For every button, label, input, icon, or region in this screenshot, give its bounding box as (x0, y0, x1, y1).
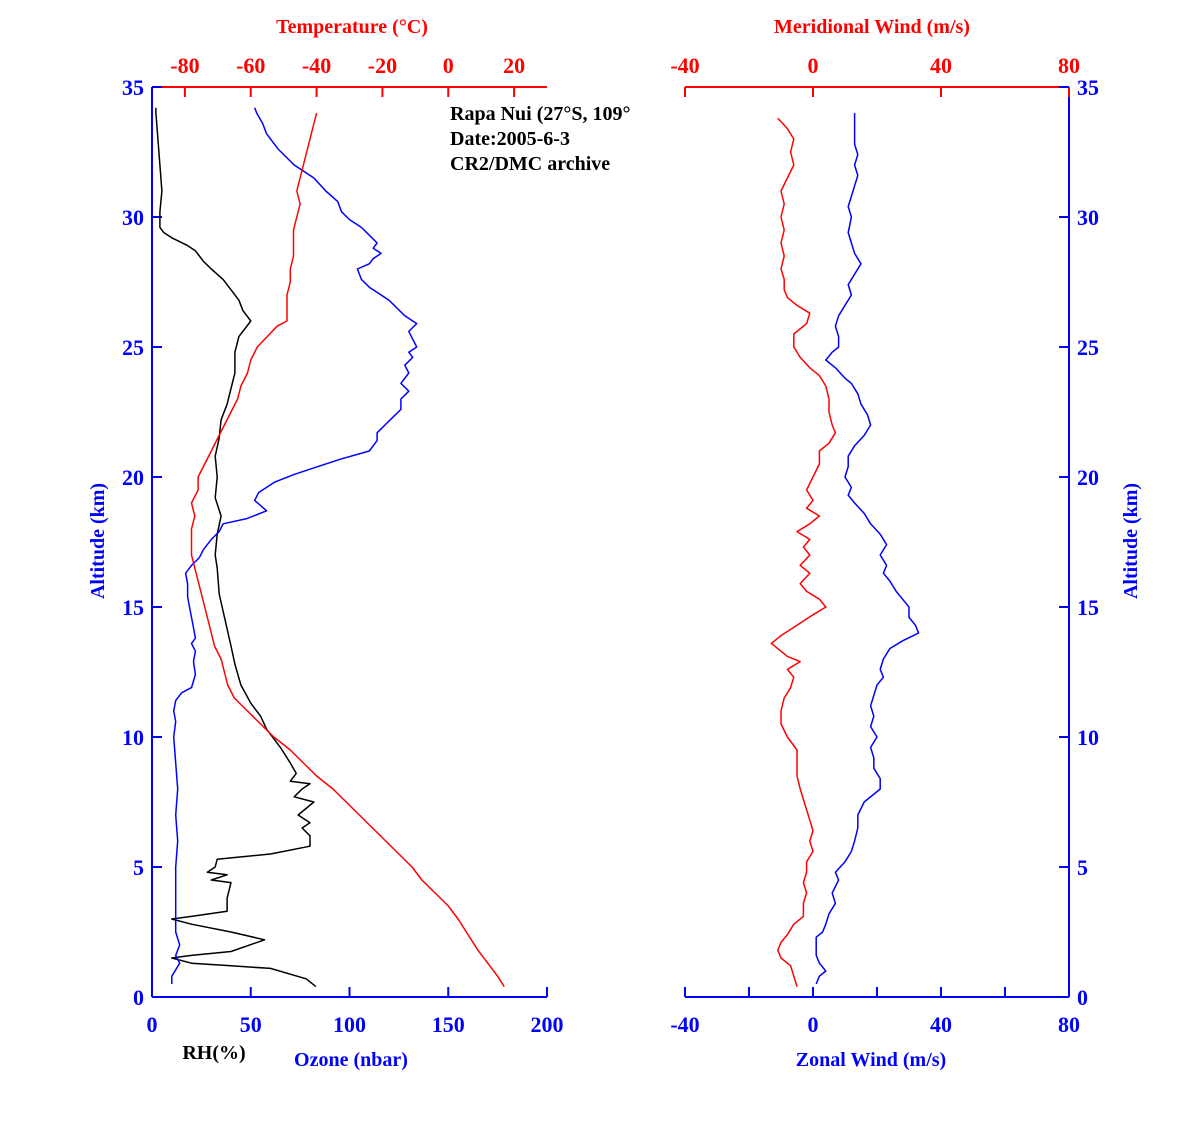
altitude-tick-label: 15 (122, 595, 144, 620)
bottom-tick-label: 0 (147, 1012, 158, 1037)
left-altitude-ticks: 0 5 10 15 20 25 30 35 (122, 75, 162, 1010)
left-altitude-axis-title: Altitude (km) (87, 483, 109, 599)
altitude-tick-label: 5 (1077, 855, 1088, 880)
altitude-tick-label: 30 (122, 205, 144, 230)
left-ozone-ticks: 0 50 100 150 200 (147, 987, 564, 1037)
date-annotation: Date:2005-6-3 (450, 128, 570, 150)
altitude-tick-label: 35 (122, 75, 144, 100)
top-tick-label: -20 (368, 53, 397, 78)
bottom-tick-label: 0 (808, 1012, 819, 1037)
ozone-profile-line (171, 107, 418, 984)
top-tick-label: 40 (930, 53, 952, 78)
altitude-tick-label: 10 (1077, 725, 1099, 750)
left-temperature-ticks: -80 -60 -40 -20 0 20 (170, 53, 525, 97)
archive-annotation: CR2/DMC archive (450, 153, 610, 175)
altitude-tick-label: 10 (122, 725, 144, 750)
rh-profile-line (155, 107, 317, 988)
top-tick-label: 80 (1058, 53, 1080, 78)
altitude-tick-label: 0 (133, 985, 144, 1010)
right-altitude-axis-title: Altitude (km) (1120, 483, 1142, 599)
top-tick-label: -60 (236, 53, 265, 78)
bottom-tick-label: 200 (531, 1012, 564, 1037)
zonal-ticks: -40 0 40 80 (670, 987, 1080, 1037)
top-tick-label: -80 (170, 53, 199, 78)
bottom-tick-label: 40 (930, 1012, 952, 1037)
ozone-axis-title: Ozone (nbar) (294, 1049, 408, 1071)
altitude-tick-label: 20 (1077, 465, 1099, 490)
top-tick-label: 0 (808, 53, 819, 78)
bottom-tick-label: 80 (1058, 1012, 1080, 1037)
top-tick-label: 0 (443, 53, 454, 78)
altitude-tick-label: 5 (133, 855, 144, 880)
top-tick-label: -40 (670, 53, 699, 78)
left-series (155, 107, 505, 988)
altitude-tick-label: 15 (1077, 595, 1099, 620)
temperature-profile-line (190, 112, 505, 988)
bottom-tick-label: 50 (240, 1012, 262, 1037)
top-tick-label: -40 (302, 53, 331, 78)
meridional-ticks: -40 0 40 80 (670, 53, 1080, 97)
bottom-tick-label: 100 (333, 1012, 366, 1037)
rh-axis-title: RH(%) (182, 1042, 245, 1064)
temperature-axis-title: Temperature (°C) (276, 16, 428, 38)
altitude-tick-label: 35 (1077, 75, 1099, 100)
altitude-tick-label: 25 (122, 335, 144, 360)
bottom-tick-label: -40 (670, 1012, 699, 1037)
meridional-axis-title: Meridional Wind (m/s) (774, 16, 970, 38)
station-annotation: Rapa Nui (27°S, 109° (450, 103, 630, 125)
right-panel: -40 0 40 80 -40 0 40 80 0 5 10 15 20 25 30 35 Meridio… (670, 16, 1142, 1071)
bottom-tick-label: 150 (432, 1012, 465, 1037)
left-panel: -80 -60 -40 -20 0 20 0 50 100 150 200 0 5 10 15 20 25 3… (87, 16, 630, 1071)
zonal-wind-line (815, 113, 920, 985)
right-series (770, 113, 920, 987)
altitude-tick-label: 20 (122, 465, 144, 490)
altitude-tick-label: 25 (1077, 335, 1099, 360)
top-tick-label: 20 (503, 53, 525, 78)
altitude-tick-label: 0 (1077, 985, 1088, 1010)
altitude-tick-label: 30 (1077, 205, 1099, 230)
meridional-wind-line (770, 117, 837, 987)
right-altitude-ticks: 0 5 10 15 20 25 30 35 (1059, 75, 1099, 1010)
zonal-axis-title: Zonal Wind (m/s) (796, 1049, 946, 1071)
